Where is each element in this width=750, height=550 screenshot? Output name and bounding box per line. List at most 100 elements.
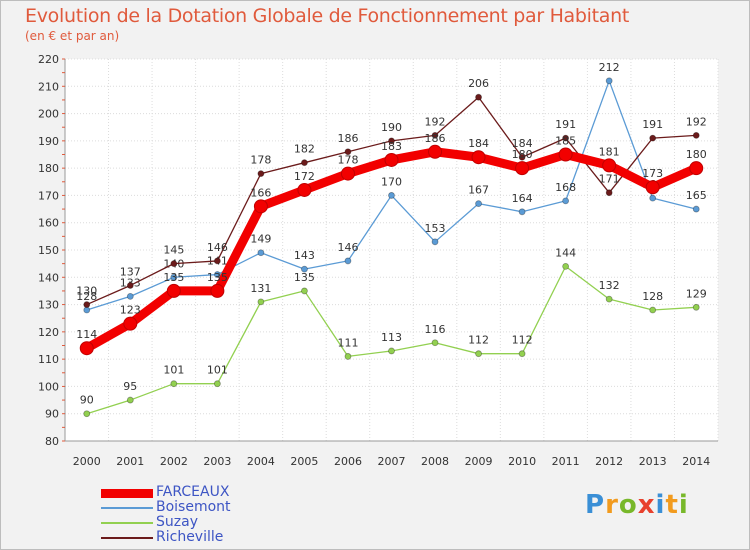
data-label: 113 — [381, 331, 402, 344]
data-point — [605, 295, 613, 303]
x-tick-label: 2000 — [73, 455, 101, 468]
data-point — [213, 257, 221, 265]
data-point — [471, 150, 486, 165]
legend-label-suzay: Suzay — [156, 514, 198, 530]
data-label: 190 — [381, 121, 402, 134]
y-tick-label: 220 — [38, 53, 59, 66]
data-label: 135 — [207, 271, 228, 284]
y-tick-label: 200 — [38, 108, 59, 121]
data-point — [297, 182, 312, 197]
x-tick-label: 2006 — [334, 455, 362, 468]
data-point — [257, 298, 265, 306]
data-label: 186 — [337, 132, 358, 145]
x-tick-label: 2010 — [508, 455, 536, 468]
data-label: 135 — [294, 271, 315, 284]
data-label: 192 — [686, 115, 707, 128]
x-tick-label: 2005 — [290, 455, 318, 468]
data-label: 128 — [76, 290, 97, 303]
data-point — [170, 273, 178, 281]
x-tick-label: 2003 — [203, 455, 231, 468]
legend: FARCEAUX Boisemont Suzay Richeville — [99, 485, 319, 545]
y-tick-label: 110 — [38, 353, 59, 366]
data-point — [170, 260, 178, 268]
data-point — [123, 316, 138, 331]
series-richeville: 130 137 145 146 178 182 186 190 192 206 184 191 171 1… — [76, 77, 707, 308]
data-point — [605, 77, 613, 85]
legend-item-boisemont: Boisemont — [99, 500, 319, 515]
data-label: 95 — [123, 380, 137, 393]
data-label: 114 — [76, 328, 97, 341]
data-point — [388, 347, 395, 355]
series-suzay: 90 95 101 101 131 135 111 113 116 112 112 144 132 128… — [80, 246, 707, 418]
data-point — [689, 161, 704, 176]
data-point — [126, 282, 134, 289]
data-point — [344, 353, 352, 360]
x-tick-label: 2008 — [421, 455, 449, 468]
data-point — [213, 380, 221, 388]
data-point — [253, 199, 268, 214]
legend-label-farceaux: FARCEAUX — [156, 484, 230, 500]
data-label: 145 — [163, 244, 184, 257]
data-point — [562, 197, 570, 205]
data-point — [428, 144, 443, 159]
data-label: 130 — [76, 285, 97, 298]
y-tick-label: 170 — [38, 189, 59, 202]
logo-letter: o — [618, 490, 638, 520]
data-point — [384, 152, 399, 167]
logo-letter: P — [585, 490, 606, 520]
x-tick-label: 2004 — [247, 455, 275, 468]
data-label: 129 — [686, 287, 707, 300]
data-label: 128 — [642, 290, 663, 303]
data-point — [344, 257, 352, 265]
data-label: 153 — [425, 222, 446, 235]
data-point — [515, 161, 530, 176]
data-point — [301, 265, 308, 273]
data-point — [558, 147, 573, 162]
data-point — [562, 262, 570, 270]
y-tick-label: 100 — [38, 380, 59, 393]
data-label: 167 — [468, 184, 489, 197]
data-label: 184 — [468, 137, 489, 150]
logo-letter: t — [665, 490, 679, 520]
data-point — [301, 159, 308, 167]
data-label: 173 — [642, 167, 663, 180]
data-point — [257, 170, 265, 178]
legend-swatch-suzay — [101, 522, 153, 524]
data-label: 165 — [686, 189, 707, 202]
y-tick-label: 140 — [38, 271, 59, 284]
data-point — [692, 131, 700, 139]
data-label: 164 — [512, 192, 533, 205]
data-point — [518, 208, 526, 216]
data-label: 192 — [425, 115, 446, 128]
legend-item-richeville: Richeville — [99, 530, 319, 545]
data-point — [649, 134, 657, 142]
y-tick-label: 90 — [45, 408, 59, 421]
data-point — [257, 249, 265, 257]
data-point — [645, 180, 660, 195]
data-point — [431, 339, 439, 347]
data-label: 146 — [207, 241, 228, 254]
chart-title: Evolution de la Dotation Globale de Fonc… — [25, 5, 630, 27]
data-label: 132 — [599, 279, 620, 292]
x-tick-label: 2009 — [465, 455, 493, 468]
data-point — [518, 350, 526, 358]
y-tick-label: 120 — [38, 326, 59, 339]
data-point — [126, 292, 134, 300]
data-label: 149 — [250, 233, 271, 246]
data-point — [475, 200, 482, 208]
legend-label-boisemont: Boisemont — [156, 499, 231, 515]
logo-letter: i — [655, 490, 666, 520]
data-label: 185 — [555, 135, 576, 148]
data-point — [83, 410, 91, 418]
data-point — [340, 166, 355, 181]
x-tick-label: 2001 — [116, 455, 144, 468]
data-label: 206 — [468, 77, 489, 90]
data-label: 168 — [555, 181, 576, 194]
data-label: 131 — [250, 282, 271, 295]
data-label: 116 — [425, 323, 446, 336]
chart-subtitle: (en € et par an) — [25, 29, 120, 43]
data-label: 180 — [512, 148, 533, 161]
